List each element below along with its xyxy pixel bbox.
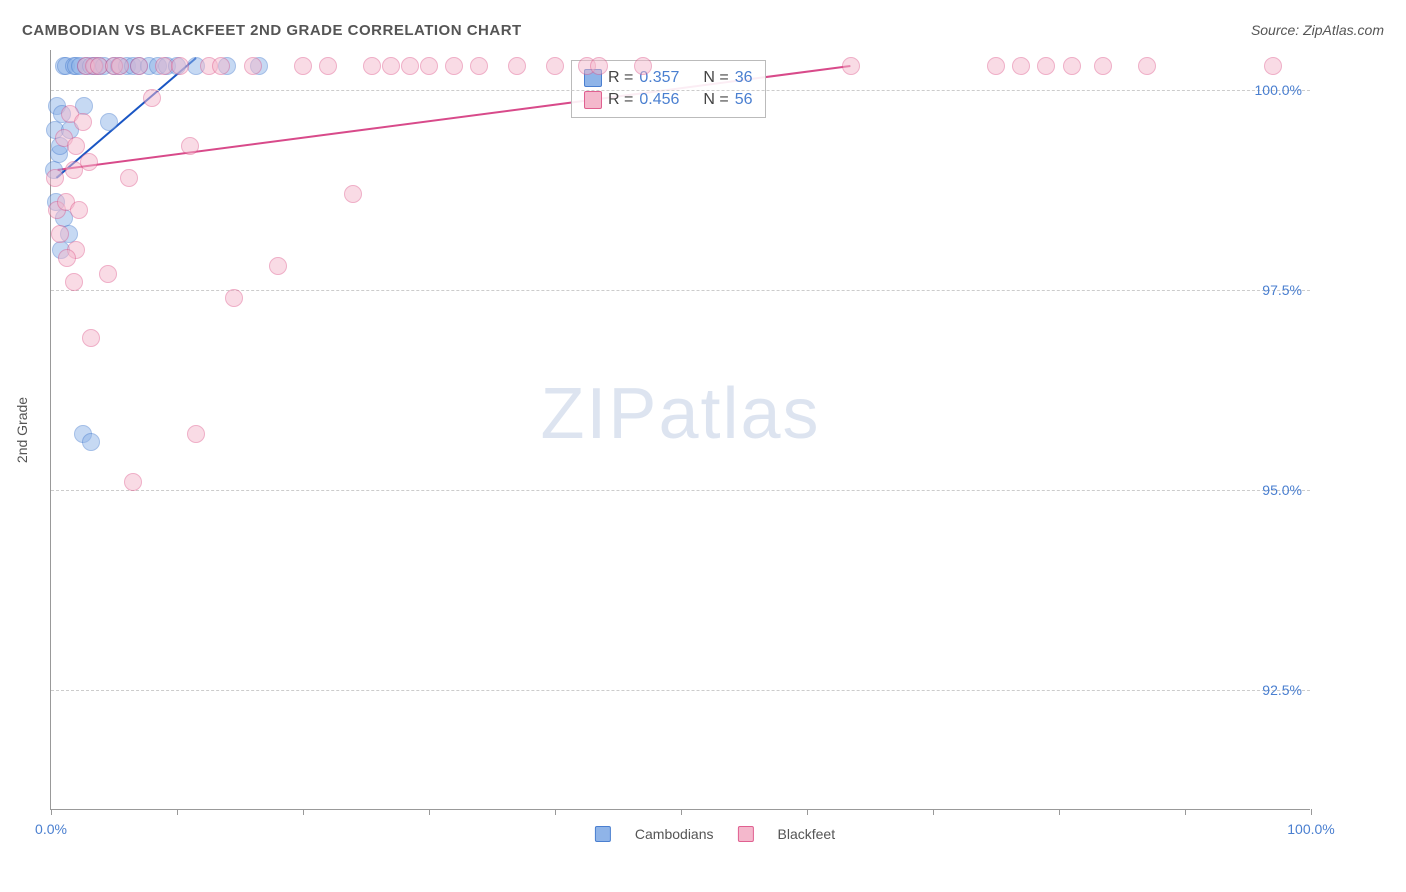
data-point [1094, 57, 1112, 75]
data-point [100, 113, 118, 131]
data-point [363, 57, 381, 75]
data-point [46, 169, 64, 187]
data-point [1037, 57, 1055, 75]
x-tick [555, 809, 556, 815]
data-point [1012, 57, 1030, 75]
data-point [120, 169, 138, 187]
data-point [842, 57, 860, 75]
watermark: ZIPatlas [540, 373, 820, 455]
bottom-legend: Cambodians Blackfeet [595, 826, 835, 842]
x-tick [51, 809, 52, 815]
chart-title: CAMBODIAN VS BLACKFEET 2ND GRADE CORRELA… [22, 22, 522, 39]
data-point [508, 57, 526, 75]
data-point [1063, 57, 1081, 75]
data-point [67, 137, 85, 155]
stats-row: R = 0.456 N = 56 [584, 89, 753, 111]
data-point [181, 137, 199, 155]
x-tick [303, 809, 304, 815]
gridline [51, 90, 1310, 91]
x-tick [1059, 809, 1060, 815]
data-point [382, 57, 400, 75]
y-tick-label: 92.5% [1262, 682, 1302, 698]
y-tick-label: 100.0% [1255, 82, 1302, 98]
data-point [420, 57, 438, 75]
x-tick [429, 809, 430, 815]
legend-swatch [584, 91, 602, 109]
stats-row: R =0.357N =36 [584, 67, 753, 89]
source-label: Source: ZipAtlas.com [1251, 22, 1384, 38]
n-value: 36 [735, 69, 753, 87]
r-value: 0.456 [639, 91, 679, 109]
x-tick [807, 809, 808, 815]
plot-area: ZIPatlas R =0.357N =36R =0.456N =56 92.5… [50, 50, 1310, 810]
data-point [70, 201, 88, 219]
legend-label: Blackfeet [778, 826, 836, 842]
x-tick [177, 809, 178, 815]
data-point [1138, 57, 1156, 75]
x-tick [681, 809, 682, 815]
data-point [344, 185, 362, 203]
legend-swatch [738, 826, 754, 842]
x-tick [1185, 809, 1186, 815]
gridline [51, 690, 1310, 691]
data-point [319, 57, 337, 75]
n-label: N = [703, 91, 728, 109]
data-point [80, 153, 98, 171]
r-label: R = [608, 69, 633, 87]
data-point [590, 57, 608, 75]
gridline [51, 490, 1310, 491]
data-point [171, 57, 189, 75]
watermark-atlas: atlas [658, 374, 820, 454]
data-point [1264, 57, 1282, 75]
y-tick-label: 97.5% [1262, 282, 1302, 298]
data-point [294, 57, 312, 75]
data-point [987, 57, 1005, 75]
data-point [82, 433, 100, 451]
data-point [65, 273, 83, 291]
data-point [269, 257, 287, 275]
x-tick [933, 809, 934, 815]
data-point [212, 57, 230, 75]
data-point [470, 57, 488, 75]
data-point [143, 89, 161, 107]
data-point [445, 57, 463, 75]
x-tick-label: 100.0% [1287, 821, 1334, 837]
data-point [111, 57, 129, 75]
data-point [99, 265, 117, 283]
data-point [225, 289, 243, 307]
data-point [124, 473, 142, 491]
legend-swatch [595, 826, 611, 842]
data-point [74, 113, 92, 131]
x-tick [1311, 809, 1312, 815]
r-label: R = [608, 91, 633, 109]
data-point [82, 329, 100, 347]
watermark-zip: ZIP [540, 374, 658, 454]
trend-lines [51, 50, 1310, 809]
legend-label: Cambodians [635, 826, 714, 842]
data-point [401, 57, 419, 75]
n-value: 56 [735, 91, 753, 109]
x-tick-label: 0.0% [35, 821, 67, 837]
data-point [130, 57, 148, 75]
data-point [51, 225, 69, 243]
data-point [58, 249, 76, 267]
data-point [187, 425, 205, 443]
chart-container: 2nd Grade ZIPatlas R =0.357N =36R =0.456… [50, 50, 1380, 810]
y-tick-label: 95.0% [1262, 482, 1302, 498]
data-point [244, 57, 262, 75]
y-axis-label: 2nd Grade [14, 397, 30, 463]
data-point [634, 57, 652, 75]
n-label: N = [703, 69, 728, 87]
data-point [546, 57, 564, 75]
